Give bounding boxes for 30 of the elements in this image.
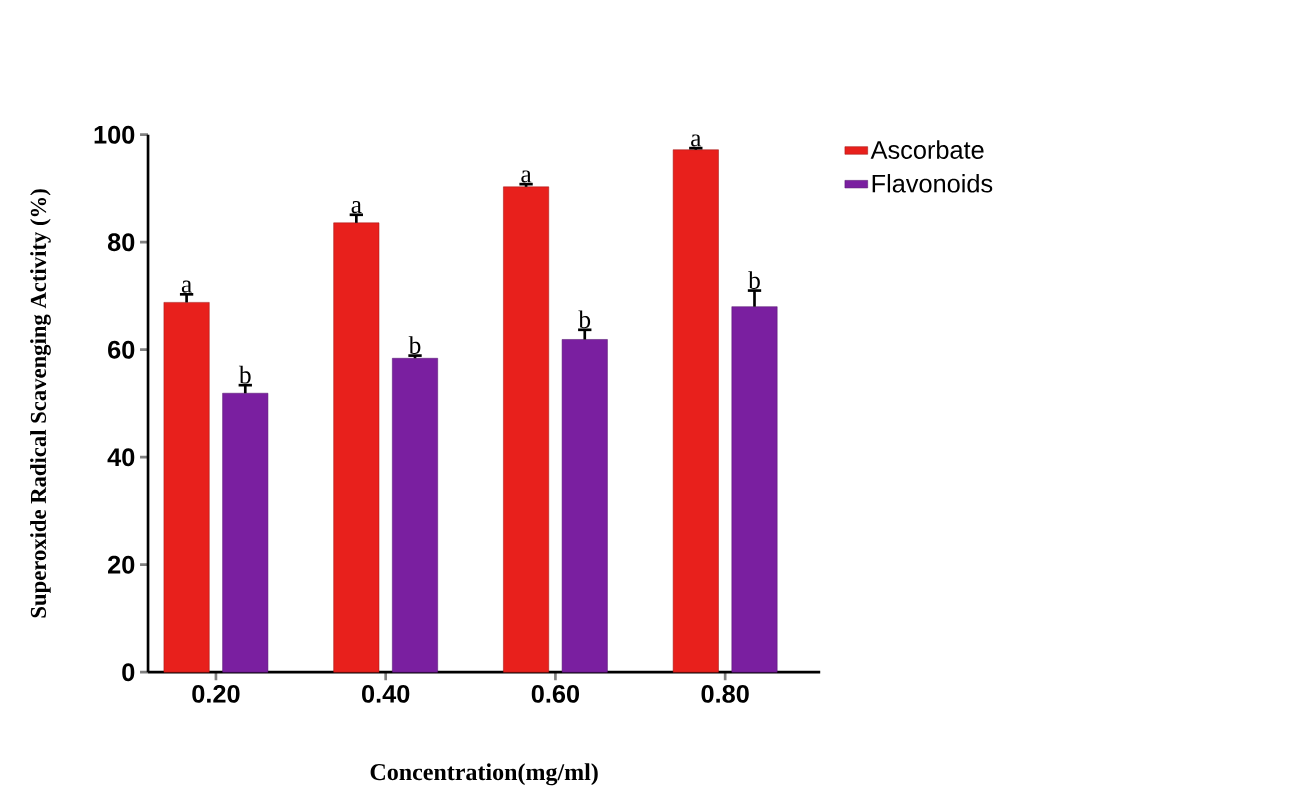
annotation: a [351,200,362,214]
x-tick-label: 0.60 [531,684,580,703]
x-tick-label: 0.80 [701,684,749,703]
x-tick-label: 0.40 [362,684,410,703]
y-tick-label: 40 [107,448,135,467]
bar [561,339,608,673]
y-tick-label: 0 [122,663,135,682]
annotation: a [181,280,192,293]
legend-label: Flavonoids [872,173,993,193]
legend-label: Ascorbate [870,140,984,159]
annotation: b [408,336,421,354]
x-tick-label: 0.20 [192,684,240,703]
y-tick-label: 100 [94,125,135,144]
bar [392,357,438,673]
bar [333,222,380,673]
bar [222,392,269,673]
annotation: a [521,170,532,183]
annotation: b [748,271,760,289]
bar [163,302,210,673]
x-axis-title: Concentration(mg/ml) [370,763,598,786]
bar [731,306,778,673]
bar [672,149,719,673]
annotation: a [691,134,702,147]
y-tick-label: 80 [107,233,135,252]
bar [503,186,550,673]
y-tick-label: 20 [108,555,135,574]
y-tick-label: 60 [108,340,135,359]
annotation: b [238,365,251,384]
annotation: b [578,310,591,329]
y-axis-title: Superoxide Radical Scavenging Activity (%) [30,189,51,618]
